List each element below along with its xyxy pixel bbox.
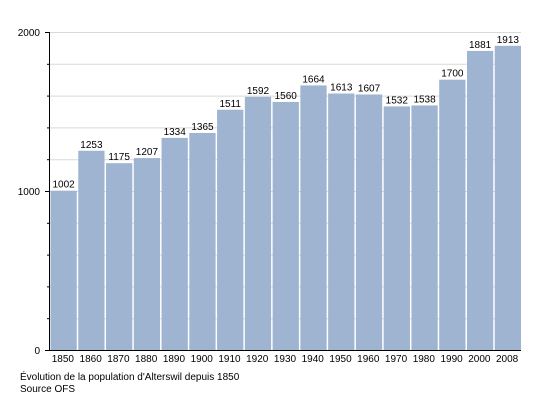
x-tick-label: 1920	[246, 354, 269, 365]
data-label: 1532	[386, 95, 409, 106]
x-tick-label: 1980	[413, 354, 436, 365]
bar	[272, 101, 299, 351]
bar	[411, 105, 438, 350]
data-label: 1560	[275, 91, 298, 102]
data-label: 1913	[497, 35, 520, 46]
bar	[133, 158, 161, 350]
x-tick-label: 1890	[163, 354, 186, 365]
bar	[494, 45, 521, 350]
data-label: 1511	[219, 99, 241, 110]
data-label: 1613	[330, 83, 353, 94]
bar	[439, 79, 466, 350]
x-tick-label: 1940	[302, 354, 325, 365]
data-labels: 1002 1253 1175 1207 1334 1365 1511 1592 1560 1664…	[53, 35, 520, 191]
data-label: 1700	[441, 69, 464, 80]
x-tick-label: 1950	[329, 354, 352, 365]
bar	[383, 106, 410, 350]
bar	[355, 94, 383, 350]
x-tick-label: 2000	[468, 354, 491, 365]
x-tick-label: 1860	[80, 354, 103, 365]
data-label: 1253	[80, 140, 103, 151]
data-label: 1002	[53, 180, 76, 191]
x-tick-label: 1930	[274, 354, 297, 365]
bar	[300, 85, 327, 350]
axes: 1850 1860 1870 1880 1890 1900 1910 1920 1930 1940…	[18, 28, 521, 365]
data-label: 1607	[358, 83, 381, 94]
y-tick-label: 0	[34, 346, 40, 357]
x-tick-label: 1850	[52, 354, 75, 365]
x-tick-label: 1910	[218, 354, 241, 365]
bar	[328, 93, 355, 351]
x-tick-label: 2008	[496, 354, 519, 365]
data-label: 1365	[191, 122, 214, 133]
data-label: 1592	[247, 86, 270, 97]
bar	[50, 190, 77, 350]
x-tick-label: 1970	[385, 354, 408, 365]
bar	[217, 109, 244, 350]
data-label: 1664	[302, 74, 325, 85]
bars	[50, 45, 521, 351]
bar	[78, 150, 105, 350]
x-tick-label: 1880	[135, 354, 158, 365]
x-tick-label: 1990	[440, 354, 463, 365]
y-tick-label: 1000	[18, 187, 41, 198]
chart-source: Source OFS	[20, 384, 76, 395]
bar	[106, 163, 133, 350]
bar	[466, 50, 494, 351]
bar	[189, 132, 216, 350]
data-label: 1175	[108, 152, 130, 163]
data-label: 1881	[469, 40, 492, 51]
x-tick-label: 1960	[357, 354, 380, 365]
chart-caption: Évolution de la population d'Alterswil d…	[20, 372, 240, 383]
bar	[161, 137, 188, 350]
bar	[244, 96, 272, 350]
x-tick-label: 1870	[107, 354, 130, 365]
data-label: 1334	[164, 127, 187, 138]
x-tick-label: 1900	[191, 354, 214, 365]
y-tick-label: 2000	[18, 28, 41, 39]
data-label: 1538	[413, 94, 436, 105]
data-label: 1207	[136, 147, 159, 158]
